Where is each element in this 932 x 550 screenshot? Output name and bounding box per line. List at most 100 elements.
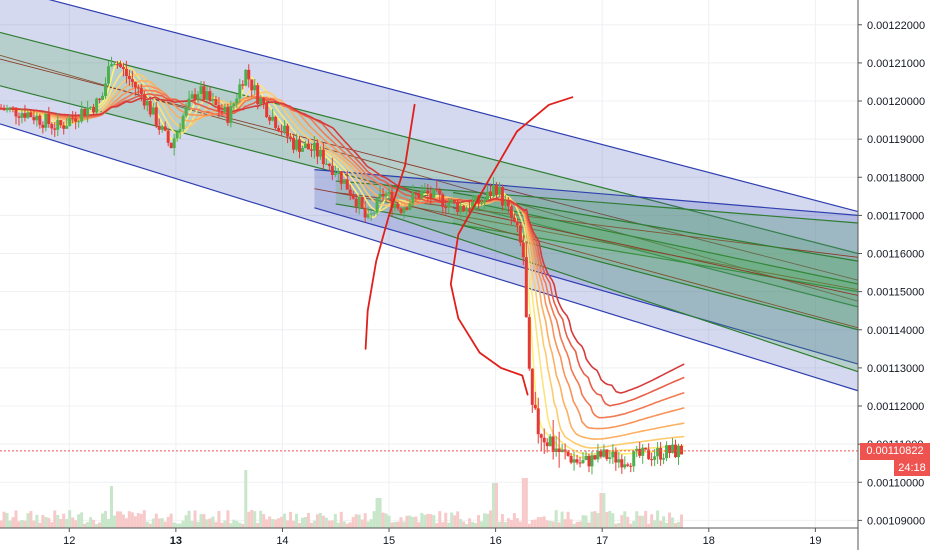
candle-body — [256, 85, 260, 105]
volume-bar — [280, 516, 284, 528]
candle-body — [459, 205, 463, 213]
candle-body — [339, 171, 343, 184]
candle-body — [641, 447, 645, 456]
candle-body — [668, 445, 672, 453]
candle-body — [229, 106, 233, 123]
volume-bar — [217, 511, 221, 528]
volume-bar — [453, 515, 457, 528]
candle-body — [408, 203, 412, 210]
volume-bar — [321, 515, 325, 528]
candle-body — [38, 115, 42, 125]
candle-body — [265, 103, 269, 118]
volume-bar — [515, 518, 519, 528]
candle-body — [208, 91, 212, 101]
volume-bar — [115, 511, 119, 528]
volume-bar — [647, 523, 651, 528]
volume-bar — [14, 510, 18, 528]
candle-body — [202, 86, 206, 100]
volume-bar — [324, 517, 328, 528]
volume-bar — [283, 513, 287, 528]
candle-body — [536, 408, 540, 435]
volume-bar — [148, 523, 152, 528]
volume-bar — [17, 521, 21, 528]
volume-bar — [659, 520, 663, 528]
candle-body — [572, 459, 576, 463]
volume-bar — [312, 520, 316, 528]
candle-body — [95, 98, 99, 113]
candle-body — [295, 139, 299, 150]
volume-bar — [333, 513, 337, 528]
volume-bar — [396, 521, 400, 528]
candle-body — [196, 94, 200, 100]
volume-bar — [542, 516, 546, 528]
hand-drawings[interactable] — [364, 96, 574, 396]
candle-body — [130, 79, 134, 83]
candle-body — [241, 84, 245, 86]
volume-bar — [345, 523, 349, 528]
time-tick-label: 18 — [703, 535, 715, 547]
candle-body — [557, 448, 561, 453]
candle-body — [593, 455, 597, 460]
volume-bar — [2, 511, 6, 528]
volume-bar — [101, 513, 105, 528]
channel-upper-line — [0, 31, 859, 255]
volume-bar — [641, 515, 645, 528]
volume-bar — [118, 511, 122, 528]
candle-body — [217, 104, 221, 112]
candle-body — [53, 128, 57, 130]
candle-body — [545, 442, 549, 447]
volume-bar — [330, 520, 334, 528]
volume-bar — [199, 514, 203, 528]
candle-body — [620, 459, 624, 468]
volume-bar — [548, 521, 552, 528]
volume-bar — [674, 523, 678, 528]
candle-body — [330, 165, 334, 175]
candle-body — [253, 85, 257, 91]
volume-bar — [107, 518, 111, 528]
candle-body — [309, 149, 313, 151]
candle-body — [611, 451, 615, 458]
candle-body — [136, 87, 140, 89]
volume-bar — [211, 516, 215, 528]
candle-body — [647, 449, 651, 460]
volume-bar — [56, 515, 60, 528]
volume-bar — [32, 520, 36, 528]
price-axis[interactable]: 0.00122000 0.00121000 0.00120000 0.00119000… — [857, 0, 925, 550]
candle-body — [527, 317, 531, 369]
candle-body — [312, 142, 316, 151]
price-tick-label: 0.00120000 — [867, 96, 925, 108]
candle-body — [50, 124, 54, 129]
candle-body — [420, 190, 424, 199]
candle-body — [500, 187, 504, 206]
volume-bar — [596, 512, 600, 528]
volume-bar — [286, 520, 290, 528]
channel-lower-line — [0, 123, 859, 392]
volume-bar — [572, 523, 576, 528]
trend-channels[interactable] — [0, 0, 859, 392]
candle-body — [324, 163, 328, 165]
volume-bar — [62, 513, 66, 528]
volume-bar — [145, 521, 149, 528]
volume-bar — [650, 514, 654, 528]
candle-body — [154, 107, 158, 127]
volume-bar — [151, 518, 155, 528]
candle-body — [298, 139, 302, 152]
candle-body — [223, 106, 227, 112]
candle-body — [518, 225, 522, 243]
candle-body — [638, 448, 642, 456]
volume-bar — [566, 511, 570, 528]
volume-bar — [402, 521, 406, 528]
volume-bar — [205, 519, 209, 528]
candle-body — [471, 201, 475, 211]
volume-bar — [20, 520, 24, 528]
candle-body — [29, 112, 33, 117]
volume-bar — [139, 513, 143, 528]
volume-bar — [77, 514, 81, 528]
time-axis[interactable]: 12 13 14 15 16 17 18 19 — [0, 527, 858, 547]
candle-body — [399, 208, 403, 213]
candle-body — [56, 120, 60, 130]
volume-bars — [0, 470, 683, 528]
volume-bar — [653, 520, 657, 528]
volume-bar — [184, 515, 188, 528]
